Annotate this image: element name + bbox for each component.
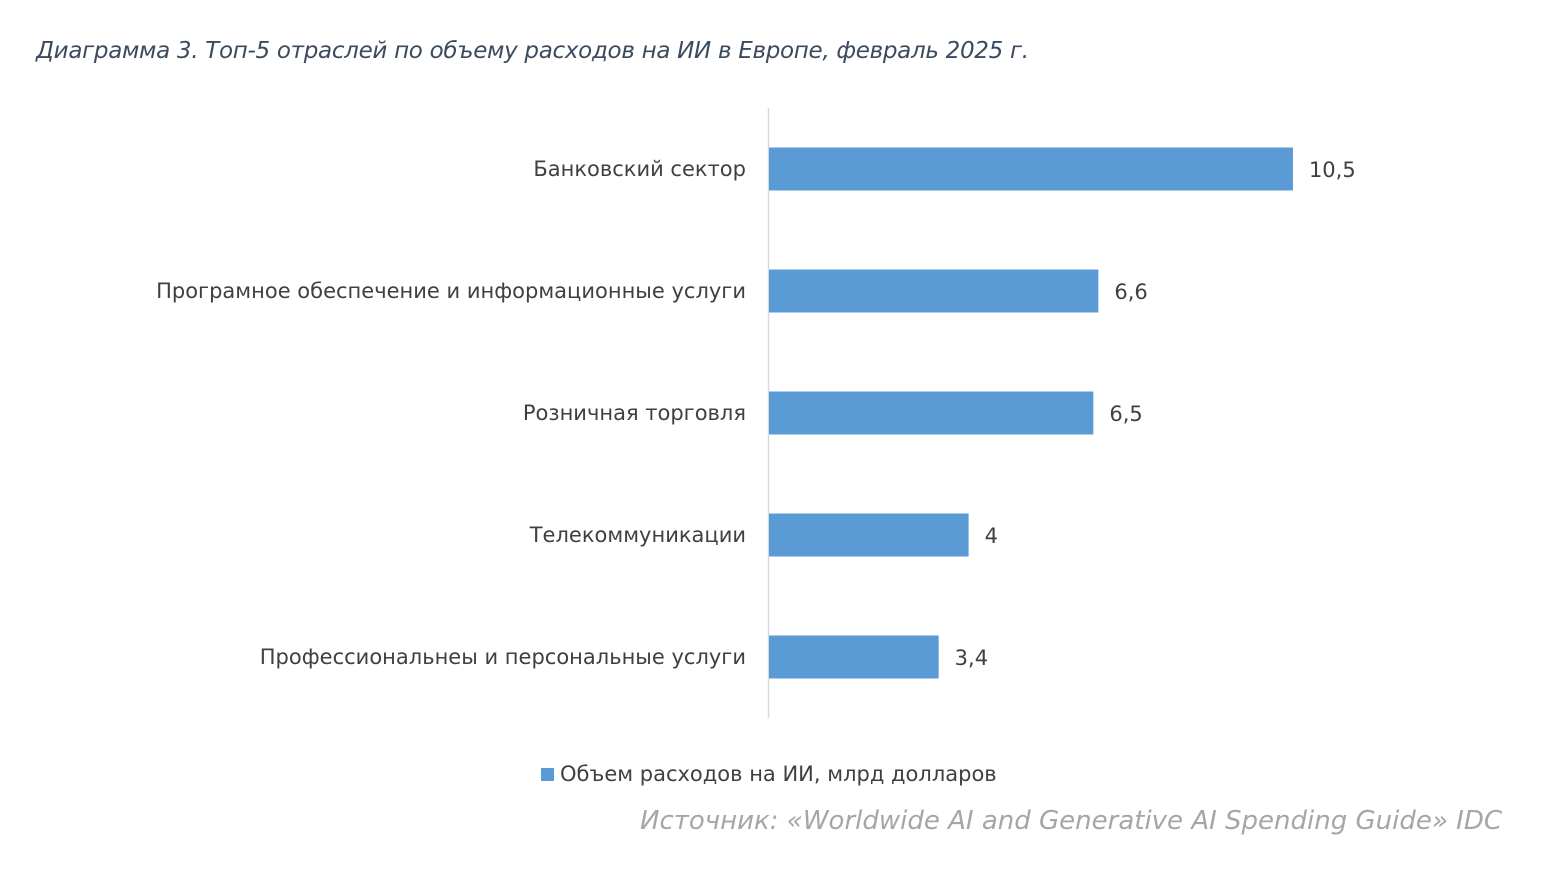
source-note: Источник: «Worldwide AI and Generative A… [640, 806, 1502, 836]
bar [769, 513, 969, 557]
data-label: 10,5 [1309, 158, 1356, 182]
data-label: 6,6 [1114, 280, 1147, 304]
bar [769, 269, 1099, 313]
category-label: Розничная торговля [523, 401, 746, 425]
data-label: 4 [985, 524, 998, 548]
category-label: Банковский сектор [533, 157, 746, 181]
legend: Объем расходов на ИИ, млрд долларов [541, 762, 997, 786]
bar [769, 147, 1293, 191]
category-label: Профессиональнеы и персональные услуги [260, 645, 746, 669]
chart-title: Диаграмма 3. Топ-5 отраслей по объему ра… [36, 38, 1029, 64]
category-label: Програмное обеспечение и информационные … [156, 279, 746, 303]
legend-label: Объем расходов на ИИ, млрд долларов [560, 762, 997, 786]
bar [769, 391, 1094, 435]
category-label: Телекоммуникации [529, 523, 746, 547]
bar [769, 635, 939, 679]
legend-swatch [541, 767, 554, 781]
data-label: 6,5 [1109, 402, 1142, 426]
data-label: 3,4 [955, 646, 988, 670]
